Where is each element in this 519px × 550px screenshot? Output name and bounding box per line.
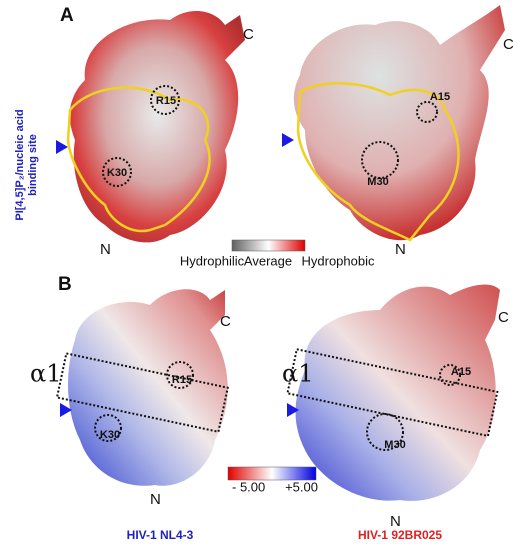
residue-label: M30 bbox=[367, 176, 388, 188]
n-terminus: N bbox=[390, 513, 401, 530]
legend-label: Average bbox=[244, 253, 292, 268]
c-terminus: C bbox=[220, 313, 231, 330]
molecular-surface bbox=[69, 10, 245, 243]
electrostatic-colorbar bbox=[227, 466, 317, 481]
legend-label: Hydrophobic bbox=[302, 253, 375, 268]
molecular-surface bbox=[295, 284, 500, 501]
helix-box bbox=[55, 352, 229, 433]
residue-circle bbox=[439, 364, 461, 386]
surface-a-right bbox=[293, 5, 505, 242]
side-label: PI[4,5]P₂/nucleic acid binding site bbox=[14, 109, 39, 220]
c-terminus: C bbox=[503, 36, 514, 53]
helix-label: α1 bbox=[30, 360, 61, 388]
arrow bbox=[287, 403, 299, 417]
c-terminus: C bbox=[243, 26, 254, 43]
residue-circle bbox=[94, 414, 122, 442]
residue-circle bbox=[150, 85, 180, 115]
c-terminus: C bbox=[498, 309, 509, 326]
arrow bbox=[60, 403, 72, 417]
arrow bbox=[56, 140, 68, 154]
caption: HIV-1 NL4-3 bbox=[127, 528, 194, 542]
molecular-surface bbox=[293, 5, 505, 241]
panel-label: A bbox=[60, 5, 74, 26]
caption: HIV-1 92BR025 bbox=[358, 528, 442, 542]
n-terminus: N bbox=[100, 241, 111, 258]
n-terminus: N bbox=[395, 241, 406, 258]
side-label-line: binding site bbox=[27, 134, 39, 196]
residue-circle bbox=[416, 101, 438, 123]
legend-label: Hydrophilic bbox=[180, 253, 245, 268]
residue-circle bbox=[366, 413, 404, 451]
helix-box bbox=[286, 348, 499, 438]
residue-circle bbox=[102, 157, 132, 187]
residue-label: A15 bbox=[430, 91, 450, 103]
residue-label: A15 bbox=[451, 366, 471, 378]
surface-a-left bbox=[66, 10, 245, 243]
binding-site-outline bbox=[296, 82, 460, 242]
arrow bbox=[282, 133, 294, 147]
residue-label: K30 bbox=[100, 429, 120, 441]
molecular-surface bbox=[68, 289, 228, 486]
n-terminus: N bbox=[150, 491, 161, 508]
side-label-line: PI[4,5]P₂/nucleic acid bbox=[14, 109, 26, 220]
legend-label: +5.00 bbox=[285, 479, 318, 494]
legend-label: - 5.00 bbox=[232, 479, 265, 494]
residue-label: M30 bbox=[384, 439, 405, 451]
residue-circle bbox=[166, 361, 194, 389]
surface-b-right bbox=[286, 284, 500, 501]
residue-circle bbox=[361, 141, 399, 179]
hydrophobicity-colorbar bbox=[231, 239, 306, 252]
helix-label: α1 bbox=[282, 360, 313, 388]
surface-b-left bbox=[55, 289, 229, 486]
residue-label: R15 bbox=[156, 95, 176, 107]
residue-label: K30 bbox=[107, 167, 127, 179]
residue-label: R15 bbox=[172, 374, 192, 386]
panel-label: B bbox=[58, 274, 72, 295]
